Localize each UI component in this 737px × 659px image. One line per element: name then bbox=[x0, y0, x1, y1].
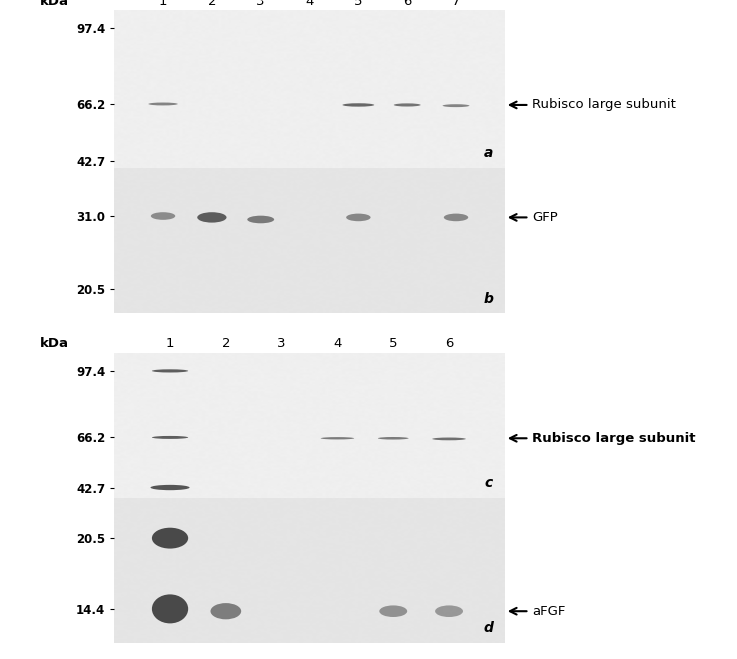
Text: Rubisco large subunit: Rubisco large subunit bbox=[510, 432, 696, 445]
Text: 7: 7 bbox=[452, 0, 461, 7]
Ellipse shape bbox=[151, 212, 175, 220]
Text: 4: 4 bbox=[305, 0, 314, 7]
Text: Rubisco large subunit: Rubisco large subunit bbox=[510, 98, 676, 111]
Text: GFP: GFP bbox=[510, 211, 558, 224]
Ellipse shape bbox=[394, 103, 421, 107]
Ellipse shape bbox=[435, 606, 463, 617]
Ellipse shape bbox=[152, 369, 188, 372]
Ellipse shape bbox=[346, 214, 371, 221]
Ellipse shape bbox=[443, 104, 469, 107]
Ellipse shape bbox=[444, 214, 468, 221]
Text: 1: 1 bbox=[166, 337, 174, 351]
Text: 6: 6 bbox=[403, 0, 411, 7]
Ellipse shape bbox=[248, 215, 274, 223]
Text: kDa: kDa bbox=[40, 337, 69, 351]
Ellipse shape bbox=[152, 594, 188, 623]
Text: 5: 5 bbox=[354, 0, 363, 7]
Ellipse shape bbox=[150, 485, 189, 490]
Ellipse shape bbox=[321, 437, 354, 440]
Ellipse shape bbox=[380, 606, 407, 617]
Ellipse shape bbox=[433, 438, 466, 440]
Ellipse shape bbox=[198, 212, 226, 223]
Ellipse shape bbox=[152, 528, 188, 548]
Text: 5: 5 bbox=[389, 337, 397, 351]
Text: c: c bbox=[485, 476, 493, 490]
Text: 2: 2 bbox=[208, 0, 216, 7]
Text: 3: 3 bbox=[256, 0, 265, 7]
Ellipse shape bbox=[211, 603, 241, 619]
Ellipse shape bbox=[152, 436, 188, 439]
Text: 4: 4 bbox=[333, 337, 342, 351]
Ellipse shape bbox=[378, 437, 408, 440]
Text: aFGF: aFGF bbox=[510, 605, 565, 617]
Ellipse shape bbox=[343, 103, 374, 107]
Text: a: a bbox=[483, 146, 493, 159]
Text: 6: 6 bbox=[445, 337, 453, 351]
Text: kDa: kDa bbox=[40, 0, 69, 7]
Ellipse shape bbox=[148, 103, 178, 105]
Text: 3: 3 bbox=[277, 337, 286, 351]
Text: d: d bbox=[483, 621, 493, 635]
Text: b: b bbox=[483, 292, 493, 306]
Text: 1: 1 bbox=[158, 0, 167, 7]
Text: 2: 2 bbox=[222, 337, 230, 351]
